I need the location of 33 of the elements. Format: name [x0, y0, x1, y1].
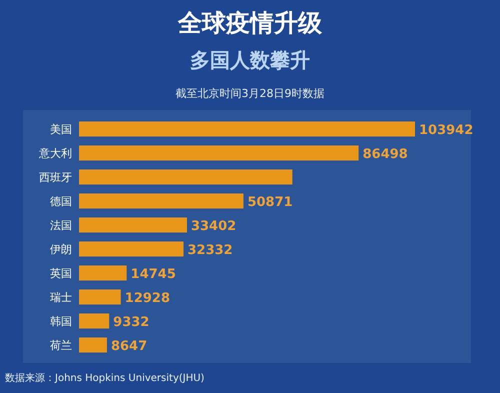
data-label: 14745 [130, 267, 176, 282]
data-label: 12928 [124, 291, 170, 306]
text: 截至北京时间3月28日9时数据 [176, 87, 324, 100]
y-tick-label: 西班牙 [39, 171, 72, 184]
y-tick-label: 伊朗 [50, 243, 72, 256]
data-label: 50871 [247, 195, 293, 210]
y-tick-label: 瑞士 [50, 291, 72, 304]
chart-subtitle: 多国人数攀升 [190, 48, 310, 72]
bar [79, 266, 127, 280]
data-label: 86498 [362, 147, 408, 162]
data-label: 9332 [113, 315, 150, 330]
bar [79, 146, 359, 160]
bar [79, 194, 244, 208]
y-tick-label: 意大利 [38, 147, 72, 160]
bar [79, 242, 184, 256]
bar [79, 122, 415, 136]
y-tick-label: 荷兰 [50, 339, 72, 352]
bar [79, 314, 110, 328]
bar [79, 338, 107, 352]
y-tick-label: 法国 [50, 219, 72, 232]
data-label: 33402 [190, 219, 236, 234]
data-label: 103942 [419, 123, 474, 138]
bar [79, 170, 292, 184]
chart-title: 全球疫情升级 [177, 9, 323, 37]
source-note: 数据来源：Johns Hopkins University(JHU) [5, 372, 205, 384]
data-label: 8647 [110, 339, 148, 354]
y-tick-label: 韩国 [50, 315, 72, 328]
data-label: 32332 [188, 243, 233, 258]
y-tick-label: 德国 [50, 195, 72, 208]
y-tick-label: 英国 [50, 267, 72, 280]
y-tick-label: 美国 [50, 123, 72, 136]
bar [79, 218, 187, 232]
bar [79, 290, 121, 304]
